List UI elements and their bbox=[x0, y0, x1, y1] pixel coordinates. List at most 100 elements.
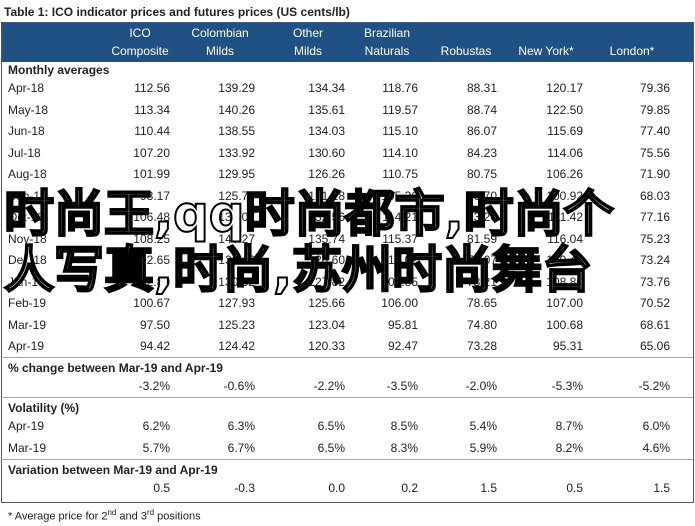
cell: 118.76 bbox=[382, 81, 418, 95]
cell: 120.17 bbox=[546, 81, 583, 95]
cell: 107.20 bbox=[133, 145, 170, 160]
row-label: Mar-19 bbox=[8, 317, 47, 332]
cell: 6.5% bbox=[317, 419, 345, 433]
row-label: Dec-18 bbox=[8, 253, 47, 267]
cell: 8.2% bbox=[555, 440, 583, 455]
cell: 0.5 bbox=[566, 480, 583, 495]
column-header: Milds bbox=[205, 44, 235, 58]
cell: 83.20 bbox=[466, 210, 497, 224]
cell: 121.18 bbox=[308, 188, 345, 203]
cell: 109.48 bbox=[546, 253, 583, 267]
cell: 76.70 bbox=[466, 188, 497, 203]
row-label: Apr-18 bbox=[8, 81, 45, 95]
table-frame bbox=[1, 22, 694, 503]
cell: 108.25 bbox=[133, 231, 170, 246]
cell: 140.27 bbox=[218, 231, 255, 246]
row-label: Mar-19 bbox=[8, 440, 47, 455]
cell: 70.52 bbox=[639, 296, 670, 310]
cell: 1.5 bbox=[480, 480, 497, 495]
cell: 84.23 bbox=[466, 145, 497, 160]
column-header: ICO bbox=[129, 26, 151, 40]
row-label: Apr-19 bbox=[8, 419, 45, 433]
cell: 112.56 bbox=[134, 81, 170, 95]
cell: 8.5% bbox=[390, 419, 418, 433]
cell: 122.50 bbox=[546, 102, 583, 117]
cell: 110.75 bbox=[382, 167, 418, 181]
cell: 106.26 bbox=[546, 167, 583, 181]
cell: 6.2% bbox=[142, 419, 170, 433]
cell: 127.82 bbox=[308, 274, 345, 289]
cell: 77.16 bbox=[639, 210, 670, 224]
cell: 115.37 bbox=[382, 231, 418, 246]
column-header: Brazilian bbox=[363, 26, 411, 40]
cell: 139.29 bbox=[218, 81, 255, 95]
cell: 6.0% bbox=[642, 419, 670, 433]
cell: 79.85 bbox=[639, 102, 670, 117]
cell: -5.3% bbox=[551, 379, 583, 393]
cell: -2.2% bbox=[313, 379, 345, 393]
cell: -3.2% bbox=[138, 379, 170, 393]
cell: 5.7% bbox=[142, 440, 170, 455]
cell: 98.17 bbox=[139, 188, 170, 203]
cell: 73.76 bbox=[639, 274, 670, 289]
cell: 0.0 bbox=[328, 480, 345, 495]
cell: 0.5 bbox=[153, 480, 170, 495]
cell: 0.2 bbox=[401, 480, 418, 495]
watermark-text: 时尚王,qq时尚都市,时尚个人写真,时尚,苏州时尚舞台 bbox=[3, 185, 615, 299]
cell: 94.42 bbox=[139, 339, 170, 353]
cell: 80.75 bbox=[466, 167, 497, 181]
cell: 5.4% bbox=[469, 419, 497, 433]
column-header: Robustas bbox=[440, 44, 492, 58]
cell: 106.48 bbox=[133, 210, 170, 224]
cell: 130.32 bbox=[218, 274, 255, 289]
cell: 97.50 bbox=[139, 317, 170, 332]
cell: 100.92 bbox=[546, 188, 583, 203]
cell: 120.33 bbox=[308, 339, 345, 353]
cell: 86.07 bbox=[466, 124, 497, 138]
row-label: Oct-18 bbox=[8, 210, 45, 224]
row-label: May-18 bbox=[8, 102, 49, 117]
cell: 100.68 bbox=[546, 317, 583, 332]
cell: 123.04 bbox=[308, 317, 345, 332]
section-label: Variation between Mar-19 and Apr-19 bbox=[8, 462, 218, 477]
cell: -0.3 bbox=[234, 480, 255, 495]
cell: 95.81 bbox=[387, 317, 418, 332]
footnote: * Average price for 2nd and 3rd position… bbox=[8, 506, 201, 524]
section-rule bbox=[1, 458, 693, 460]
cell: 108.86 bbox=[546, 274, 583, 289]
cell: 100.67 bbox=[133, 296, 170, 310]
cell: 73.28 bbox=[466, 339, 497, 353]
cell: 88.74 bbox=[466, 102, 497, 117]
column-header: London* bbox=[609, 44, 655, 58]
cell: 68.03 bbox=[639, 188, 670, 203]
cell: 102.65 bbox=[133, 253, 170, 267]
section-rule bbox=[1, 397, 693, 398]
footnote-part: positions bbox=[154, 510, 201, 523]
cell: 8.7% bbox=[555, 419, 583, 433]
cell: 113.34 bbox=[134, 102, 170, 117]
section-label: % change between Mar-19 and Apr-19 bbox=[8, 361, 223, 375]
cell: 95.31 bbox=[552, 339, 583, 353]
cell: 133.92 bbox=[218, 145, 255, 160]
row-label: Jul-18 bbox=[8, 145, 41, 160]
cell: 134.34 bbox=[308, 81, 345, 95]
section-rule bbox=[1, 357, 693, 358]
cell: 140.26 bbox=[218, 102, 255, 117]
cell: 102.80 bbox=[133, 274, 170, 289]
cell: 138.07 bbox=[218, 210, 255, 224]
cell: 125.66 bbox=[308, 296, 345, 310]
cell: 127.93 bbox=[218, 296, 255, 310]
cell: 74.80 bbox=[466, 317, 497, 332]
cell: 1.5 bbox=[653, 480, 670, 495]
column-header: Colombian bbox=[191, 26, 249, 40]
footnote-part: nd bbox=[107, 508, 117, 517]
cell: 114.10 bbox=[382, 145, 418, 160]
section-label: Volatility (%) bbox=[8, 401, 80, 415]
row-label: Apr-19 bbox=[8, 339, 45, 353]
cell: 4.6% bbox=[642, 440, 670, 455]
column-header: New York* bbox=[518, 44, 574, 58]
cell: 110.44 bbox=[134, 124, 170, 138]
footnote-part: * Average price for 2 bbox=[8, 510, 108, 523]
cell: 115.69 bbox=[547, 124, 583, 138]
cell: -3.5% bbox=[386, 379, 418, 393]
